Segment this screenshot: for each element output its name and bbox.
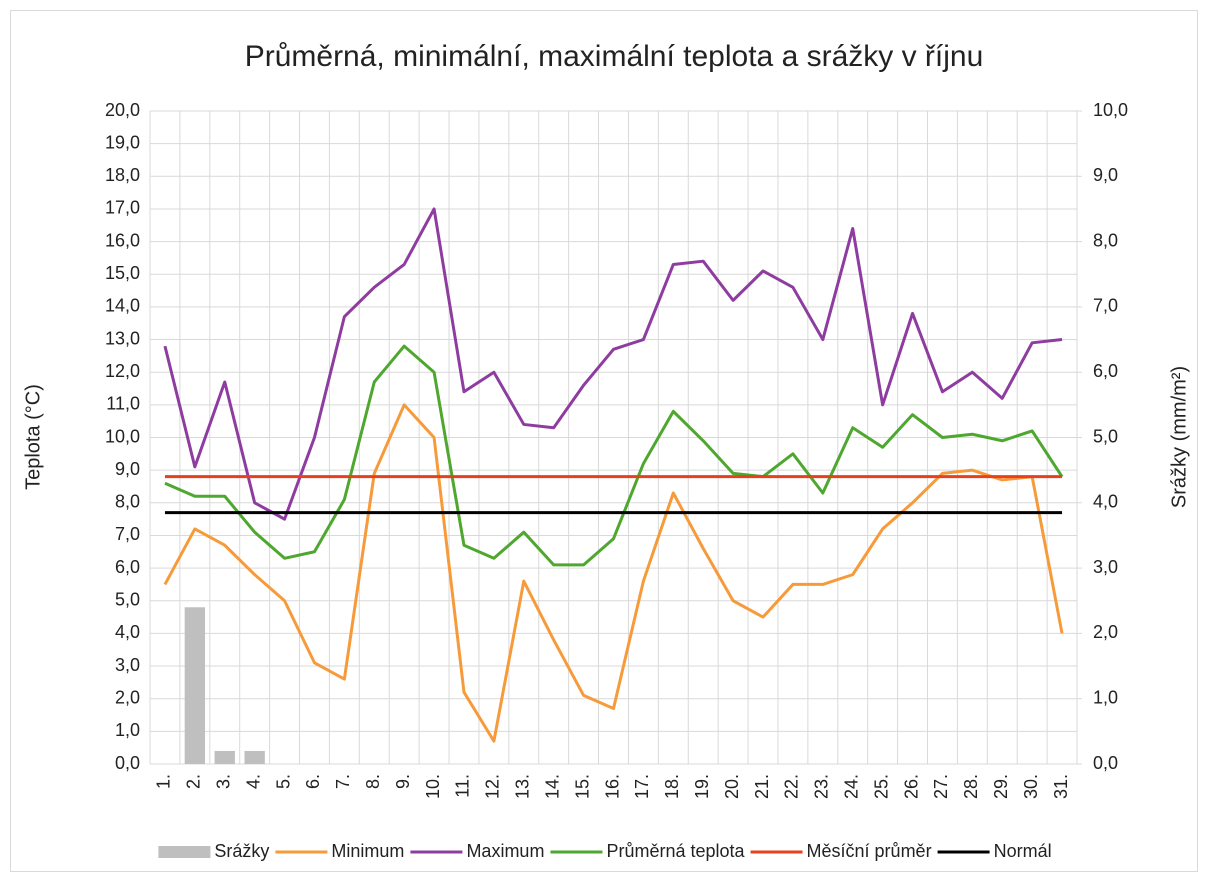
legend: Srážky Minimum Maximum Průměrná teplota Měsí…: [158, 841, 1052, 861]
y-tick-label: 2,0: [115, 687, 140, 707]
y-tick-label: 11,0: [106, 394, 140, 414]
legend-label: Maximum: [466, 841, 544, 861]
x-tick-label: 7.: [333, 774, 353, 789]
x-tick-label: 14.: [542, 774, 562, 799]
x-tick-label: 11.: [453, 774, 473, 798]
y-tick-label: 9,0: [115, 459, 140, 479]
legend-swatch: [158, 846, 211, 858]
x-tick-label: 10.: [423, 774, 443, 799]
y-tick-label: 4,0: [115, 622, 140, 642]
y-tick-label: 3,0: [115, 655, 140, 675]
x-tick-label: 9.: [393, 774, 413, 789]
y2-tick-label: 7,0: [1093, 296, 1118, 316]
y-tick-label: 0,0: [115, 753, 140, 773]
x-tick-label: 31.: [1051, 774, 1071, 799]
x-tick-label: 4.: [243, 774, 263, 789]
x-tick-label: 26.: [901, 774, 921, 799]
y2-tick-label: 6,0: [1093, 361, 1118, 381]
legend-label: Měsíční průměr: [807, 841, 932, 861]
x-tick-label: 6.: [303, 774, 323, 789]
y2-tick-label: 0,0: [1093, 753, 1118, 773]
x-tick-label: 2.: [184, 774, 204, 789]
y2-tick-label: 3,0: [1093, 557, 1118, 577]
x-tick-label: 15.: [572, 774, 592, 799]
y2-tick-label: 4,0: [1093, 492, 1118, 512]
x-tick-label: 16.: [602, 774, 622, 799]
x-tick-label: 21.: [752, 774, 772, 799]
x-tick-label: 13.: [513, 774, 533, 799]
legend-label: Průměrná teplota: [606, 841, 745, 861]
y-tick-label: 7,0: [115, 524, 140, 544]
x-tick-label: 1.: [154, 774, 174, 789]
y2-tick-label: 9,0: [1093, 165, 1118, 185]
x-tick-label: 18.: [662, 774, 682, 799]
y-tick-label: 14,0: [105, 296, 140, 316]
x-tick-label: 19.: [692, 774, 712, 799]
y-tick-label: 16,0: [105, 230, 140, 250]
line: [163, 207, 1063, 521]
x-tick-label: 8.: [363, 774, 383, 789]
x-tick-label: 22.: [782, 774, 802, 799]
x-tick-label: 20.: [722, 774, 742, 799]
x-tick-label: 3.: [214, 774, 234, 789]
line: [163, 403, 1064, 743]
y2-tick-label: 1,0: [1093, 687, 1118, 707]
y-tick-label: 6,0: [115, 557, 140, 577]
bar: [184, 607, 206, 764]
y2-axis-title: Srážky (mm/m²): [1168, 366, 1190, 508]
y-tick-label: 1,0: [115, 720, 140, 740]
x-tick-label: 5.: [273, 774, 293, 789]
y2-tick-label: 8,0: [1093, 230, 1118, 250]
y2-tick-label: 10,0: [1093, 100, 1128, 120]
y-tick-label: 18,0: [105, 165, 140, 185]
x-tick-label: 25.: [871, 774, 891, 799]
x-tick-label: 30.: [1021, 774, 1041, 799]
legend-label: Normál: [994, 841, 1052, 861]
x-tick-label: 24.: [841, 774, 861, 799]
y2-tick-label: 5,0: [1093, 426, 1118, 446]
bar: [214, 750, 235, 764]
y-tick-label: 20,0: [105, 100, 140, 120]
x-tick-label: 29.: [991, 774, 1011, 799]
line: [164, 344, 1064, 567]
bar: [244, 750, 265, 764]
legend-label: Srážky: [214, 841, 269, 861]
x-tick-label: 12.: [483, 774, 503, 799]
y-tick-label: 19,0: [105, 132, 140, 152]
y-tick-label: 10,0: [105, 426, 140, 446]
y2-tick-label: 2,0: [1093, 622, 1118, 642]
y-tick-label: 5,0: [115, 590, 140, 610]
chart-title: Průměrná, minimální, maximální teplota a…: [245, 40, 984, 73]
x-tick-label: 27.: [931, 774, 951, 799]
x-tick-label: 28.: [961, 774, 981, 799]
legend-label: Minimum: [331, 841, 404, 861]
x-tick-label: 23.: [812, 774, 832, 799]
y-tick-label: 8,0: [115, 492, 140, 512]
y-axis-title: Teplota (°C): [22, 384, 44, 490]
y-tick-label: 12,0: [105, 361, 140, 381]
y-tick-label: 13,0: [105, 328, 140, 348]
y-tick-label: 15,0: [105, 263, 140, 283]
x-tick-label: 17.: [632, 774, 652, 799]
y-tick-label: 17,0: [105, 198, 140, 218]
